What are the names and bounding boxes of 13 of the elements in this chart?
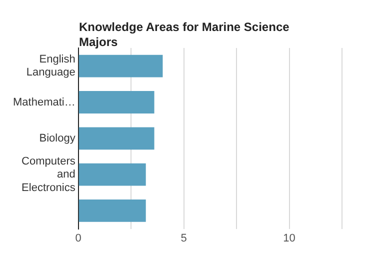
y-tick-label: Computers and Electronics [22,155,76,194]
bar [78,163,146,186]
bar [78,127,154,150]
x-tick-label: 5 [180,232,187,244]
y-tick-label: Biology [39,132,76,144]
bar [78,200,146,222]
y-tick-label: Mathemati… [12,96,76,108]
x-tick-label: 0 [75,232,82,244]
bar [78,54,163,78]
y-tick-label: English Language [26,54,76,79]
bar [78,91,154,114]
x-tick-label: 10 [283,232,296,244]
chart-title: Knowledge Areas for Marine Science Majors [79,20,290,50]
